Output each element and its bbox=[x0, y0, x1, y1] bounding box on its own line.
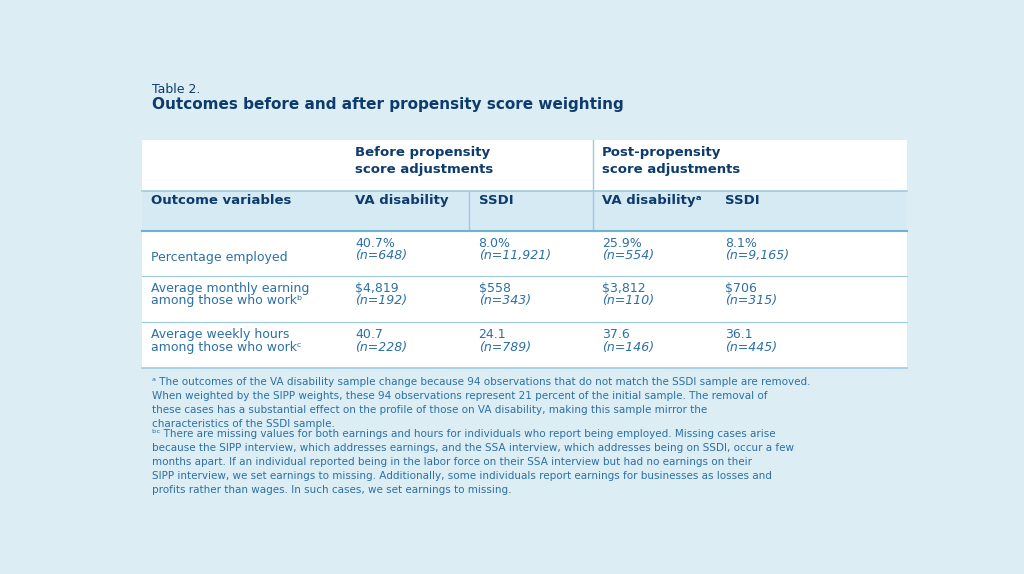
Text: $4,819: $4,819 bbox=[355, 282, 399, 295]
Text: Outcome variables: Outcome variables bbox=[152, 195, 292, 207]
Text: (n=789): (n=789) bbox=[478, 341, 530, 354]
Text: Table 2.: Table 2. bbox=[153, 83, 201, 96]
Text: Outcomes before and after propensity score weighting: Outcomes before and after propensity sco… bbox=[153, 96, 624, 111]
Text: $3,812: $3,812 bbox=[602, 282, 645, 295]
Text: (n=343): (n=343) bbox=[478, 294, 530, 308]
Text: (n=192): (n=192) bbox=[355, 294, 408, 308]
FancyBboxPatch shape bbox=[142, 191, 907, 231]
Text: (n=648): (n=648) bbox=[355, 249, 408, 262]
Text: SSDI: SSDI bbox=[725, 195, 760, 207]
Text: Percentage employed: Percentage employed bbox=[152, 251, 288, 264]
Text: 8.0%: 8.0% bbox=[478, 236, 511, 250]
Text: Post-propensity
score adjustments: Post-propensity score adjustments bbox=[602, 146, 740, 176]
Text: (n=110): (n=110) bbox=[602, 294, 654, 308]
Text: (n=146): (n=146) bbox=[602, 341, 654, 354]
Text: Before propensity
score adjustments: Before propensity score adjustments bbox=[355, 146, 494, 176]
Text: (n=9,165): (n=9,165) bbox=[725, 249, 790, 262]
Text: 40.7%: 40.7% bbox=[355, 236, 395, 250]
Text: ᵇᶜ There are missing values for both earnings and hours for individuals who repo: ᵇᶜ There are missing values for both ear… bbox=[153, 429, 795, 495]
Text: (n=445): (n=445) bbox=[725, 341, 777, 354]
Text: (n=228): (n=228) bbox=[355, 341, 408, 354]
Text: VA disabilityᵃ: VA disabilityᵃ bbox=[602, 195, 701, 207]
Text: $706: $706 bbox=[725, 282, 757, 295]
Text: Average monthly earning: Average monthly earning bbox=[152, 282, 309, 295]
Text: ᵃ The outcomes of the VA disability sample change because 94 observations that d: ᵃ The outcomes of the VA disability samp… bbox=[153, 377, 811, 429]
Text: VA disability: VA disability bbox=[355, 195, 449, 207]
Text: 24.1: 24.1 bbox=[478, 328, 506, 342]
Text: (n=554): (n=554) bbox=[602, 249, 654, 262]
Text: 25.9%: 25.9% bbox=[602, 236, 642, 250]
Text: 8.1%: 8.1% bbox=[725, 236, 757, 250]
Text: Average weekly hours: Average weekly hours bbox=[152, 328, 290, 342]
Text: among those who workᶜ: among those who workᶜ bbox=[152, 341, 302, 354]
Text: 37.6: 37.6 bbox=[602, 328, 630, 342]
Text: SSDI: SSDI bbox=[478, 195, 513, 207]
Text: 40.7: 40.7 bbox=[355, 328, 383, 342]
Text: among those who workᵇ: among those who workᵇ bbox=[152, 294, 303, 308]
Text: $558: $558 bbox=[478, 282, 511, 295]
Text: (n=315): (n=315) bbox=[725, 294, 777, 308]
Text: 36.1: 36.1 bbox=[725, 328, 753, 342]
FancyBboxPatch shape bbox=[142, 141, 907, 367]
Text: (n=11,921): (n=11,921) bbox=[478, 249, 551, 262]
